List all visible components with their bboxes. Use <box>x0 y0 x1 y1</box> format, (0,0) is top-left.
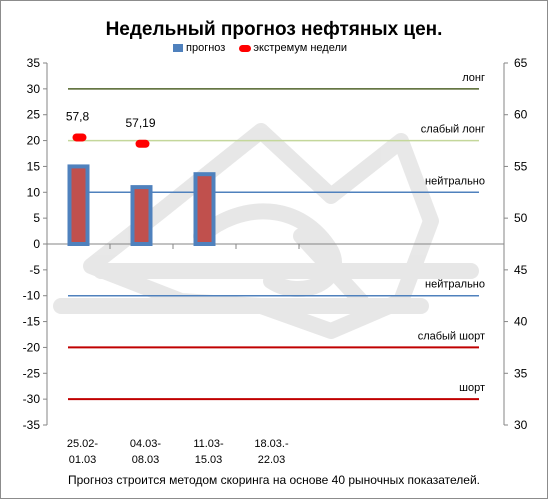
forecast-bar <box>130 185 153 247</box>
y-left-tick-label: 30 <box>27 82 41 96</box>
y-left-tick-label: -15 <box>23 315 41 329</box>
y-left-tick-label: 15 <box>27 159 41 173</box>
legend-item-forecast: прогноз <box>173 42 225 54</box>
y-left-tick-label: -5 <box>29 263 40 277</box>
y-left-tick-label: -35 <box>23 418 41 432</box>
y-left-tick-label: -20 <box>23 340 41 354</box>
extreme-point <box>72 133 87 142</box>
x-category-label: 25.02- <box>67 438 99 450</box>
reference-line-label: слабый шорт <box>418 330 485 342</box>
watermark-logo <box>53 123 479 339</box>
x-category-label: 04.03- <box>130 438 162 450</box>
x-category-label: 08.03 <box>132 454 160 466</box>
y-right-tick-label: 45 <box>514 263 528 277</box>
legend-label-forecast: прогноз <box>186 42 226 54</box>
extreme-data-label: 57,19 <box>125 116 155 130</box>
y-left-tick-label: 0 <box>33 237 40 251</box>
extreme-data-label: 57,8 <box>66 109 90 123</box>
y-right-tick-label: 50 <box>514 211 528 225</box>
reference-line-label: шорт <box>459 382 485 394</box>
y-left-tick-label: -30 <box>23 392 41 406</box>
x-category-label: 01.03 <box>69 454 97 466</box>
y-left-tick-label: -10 <box>23 289 41 303</box>
y-right-tick-label: 35 <box>514 366 528 380</box>
legend: прогноз экстремум недели <box>173 42 361 54</box>
reference-line-label: нейтрально <box>425 279 485 291</box>
x-category-label: 22.03 <box>258 454 286 466</box>
extreme-point <box>135 139 150 148</box>
y-left-tick-label: 5 <box>33 211 40 225</box>
y-left-tick-label: -25 <box>23 366 41 380</box>
y-left-tick-label: 25 <box>27 108 41 122</box>
y-right-tick-label: 30 <box>514 418 528 432</box>
y-left-tick-label: 35 <box>27 56 41 70</box>
x-category-label: 18.03.- <box>254 438 289 450</box>
legend-item-extreme: экстремум недели <box>239 42 347 54</box>
chart-title: Недельный прогноз нефтяных цен. <box>105 19 443 40</box>
x-category-label: 11.03- <box>193 438 224 450</box>
forecast-bar <box>67 164 90 246</box>
y-left-tick-label: 20 <box>27 134 41 148</box>
x-category-label: 15.03 <box>195 454 223 466</box>
reference-line-label: слабый лонг <box>421 124 485 136</box>
y-right-tick-label: 55 <box>514 159 528 173</box>
legend-point-swatch <box>239 44 252 52</box>
footnote: Прогноз строится методом скоринга на осн… <box>67 473 481 487</box>
reference-line-label: нейтрально <box>425 175 485 187</box>
reference-line-label: лонг <box>462 72 485 84</box>
y-right-tick-label: 65 <box>514 56 528 70</box>
forecast-bar <box>193 172 216 246</box>
y-right-tick-label: 60 <box>514 108 528 122</box>
y-right-tick-label: 40 <box>514 315 528 329</box>
legend-label-extreme: экстремум недели <box>253 42 348 54</box>
y-left-tick-label: 10 <box>27 185 41 199</box>
legend-bar-swatch <box>173 44 183 52</box>
